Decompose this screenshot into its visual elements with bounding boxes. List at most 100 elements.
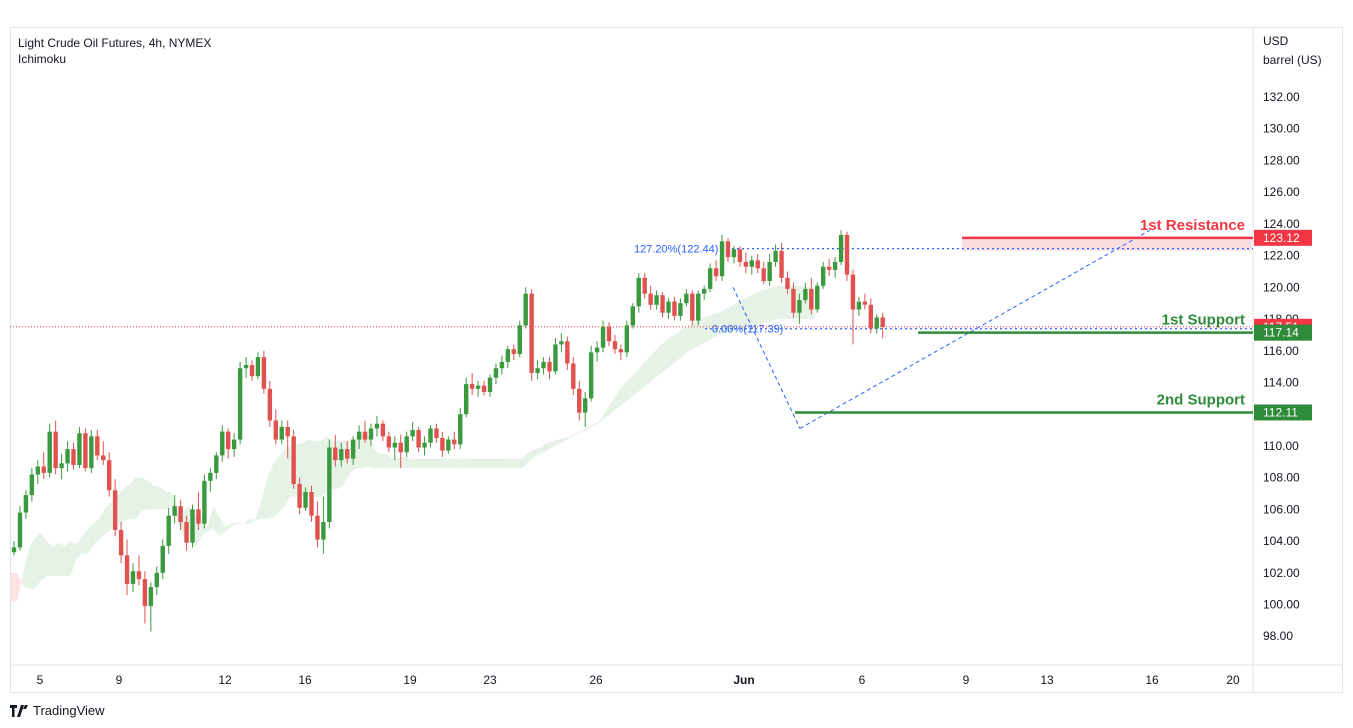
candle-body bbox=[719, 241, 725, 277]
ichimoku-cloud-segment bbox=[254, 503, 261, 521]
candle-body bbox=[410, 430, 415, 437]
candle-body bbox=[880, 317, 885, 327]
candle-body bbox=[190, 509, 195, 543]
ichimoku-cloud-segment bbox=[266, 464, 273, 519]
candle-body bbox=[148, 587, 154, 607]
ichimoku-cloud-segment bbox=[135, 477, 142, 519]
ichimoku-cloud-segment bbox=[243, 518, 249, 524]
candle-body bbox=[273, 420, 278, 440]
candle-body bbox=[815, 285, 820, 310]
candle-body bbox=[481, 385, 487, 392]
tradingview-brand[interactable]: TradingView bbox=[10, 703, 105, 718]
candle-body bbox=[475, 385, 481, 389]
ichimoku-cloud-segment bbox=[415, 458, 422, 469]
y-tick-label: 130.00 bbox=[1263, 122, 1300, 136]
candle-body bbox=[547, 361, 552, 372]
candle-body bbox=[83, 433, 88, 469]
support1-price-tag: 117.14 bbox=[1263, 326, 1299, 340]
candle-body bbox=[499, 361, 505, 369]
ichimoku-cloud-segment bbox=[320, 436, 327, 497]
candle-body bbox=[588, 352, 594, 399]
candle-body bbox=[297, 483, 302, 508]
candle-body bbox=[487, 377, 493, 392]
ichimoku-cloud-segment bbox=[231, 522, 238, 527]
candle-body bbox=[707, 268, 713, 289]
candle-body bbox=[53, 431, 58, 469]
candle-body bbox=[231, 439, 237, 450]
ichimoku-cloud-segment bbox=[683, 325, 690, 356]
ichimoku-cloud-segment bbox=[237, 522, 244, 524]
ichimoku-cloud-segment bbox=[564, 436, 571, 442]
candle-body bbox=[600, 326, 606, 348]
support1-price-tag-bg bbox=[1254, 324, 1312, 341]
candle-body bbox=[838, 234, 844, 262]
ichimoku-cloud-segment bbox=[141, 477, 148, 511]
ichimoku-cloud-segment bbox=[647, 352, 654, 385]
ichimoku-cloud-segment bbox=[534, 447, 541, 458]
candle-body bbox=[136, 571, 142, 580]
candle-body bbox=[523, 293, 528, 326]
candle-body bbox=[41, 466, 46, 473]
ichimoku-cloud-segment bbox=[106, 501, 113, 534]
ichimoku-cloud-segment bbox=[594, 420, 601, 426]
ichimoku-cloud-segment bbox=[510, 458, 517, 469]
x-tick-label: 6 bbox=[859, 673, 866, 687]
candle-body bbox=[89, 436, 94, 469]
candle-body bbox=[95, 436, 100, 456]
y-tick-label: 116.00 bbox=[1263, 344, 1299, 358]
candle-body bbox=[356, 431, 362, 440]
candle-body bbox=[65, 449, 70, 464]
ichimoku-cloud-segment bbox=[439, 458, 446, 469]
candle-body bbox=[624, 325, 630, 353]
ichimoku-cloud-segment bbox=[118, 488, 125, 526]
candle-body bbox=[571, 363, 576, 389]
candle-body bbox=[214, 455, 219, 473]
ichimoku-cloud-segment bbox=[528, 449, 535, 462]
candle-body bbox=[202, 480, 207, 524]
candle-body bbox=[101, 455, 106, 461]
ichimoku-cloud-segment bbox=[522, 452, 529, 469]
ichimoku-cloud-segment bbox=[356, 433, 363, 469]
candle-body bbox=[124, 555, 130, 584]
candle-body bbox=[690, 293, 695, 321]
candle-body bbox=[374, 423, 380, 429]
ichimoku-cloud-segment bbox=[606, 401, 612, 418]
candle-body bbox=[844, 234, 850, 275]
candle-body bbox=[196, 509, 201, 524]
ichimoku-cloud-segment bbox=[159, 487, 166, 510]
ichimoku-cloud-segment bbox=[516, 458, 523, 469]
candle-body bbox=[47, 431, 52, 473]
candle-body bbox=[809, 288, 814, 310]
ichimoku-cloud-segment bbox=[713, 312, 720, 339]
candle-body bbox=[279, 426, 284, 440]
candle-body bbox=[154, 572, 159, 588]
y-tick-label: 104.00 bbox=[1263, 534, 1300, 548]
ichimoku-cloud-segment bbox=[772, 285, 779, 321]
ichimoku-cloud-segment bbox=[653, 346, 660, 380]
candle-body bbox=[737, 249, 743, 262]
ichimoku-cloud-segment bbox=[451, 458, 458, 469]
ichimoku-cloud-segment bbox=[552, 439, 559, 448]
ichimoku-cloud-segment bbox=[249, 518, 255, 524]
chart-title: Light Crude Oil Futures, 4h, NYMEX bbox=[18, 36, 212, 50]
candle-body bbox=[386, 436, 392, 448]
ichimoku-cloud-segment bbox=[362, 433, 368, 469]
candle-body bbox=[11, 547, 17, 553]
resistance-label: 1st Resistance bbox=[1140, 217, 1245, 234]
ichimoku-cloud-segment bbox=[40, 533, 47, 581]
ichimoku-cloud-segment bbox=[635, 365, 642, 394]
candle-body bbox=[416, 430, 421, 448]
ichimoku-cloud-segment bbox=[260, 479, 267, 519]
candle-body bbox=[362, 431, 368, 440]
ichimoku-cloud-segment bbox=[546, 441, 553, 451]
candle-body bbox=[107, 460, 112, 491]
ichimoku-cloud-segment bbox=[677, 328, 684, 361]
ichimoku-cloud-segment bbox=[659, 341, 666, 375]
y-tick-label: 102.00 bbox=[1263, 566, 1300, 580]
candle-body bbox=[321, 522, 326, 540]
y-tick-label: 100.00 bbox=[1263, 598, 1300, 612]
candle-body bbox=[243, 365, 249, 369]
candle-body bbox=[208, 472, 213, 481]
candle-body bbox=[505, 349, 511, 362]
